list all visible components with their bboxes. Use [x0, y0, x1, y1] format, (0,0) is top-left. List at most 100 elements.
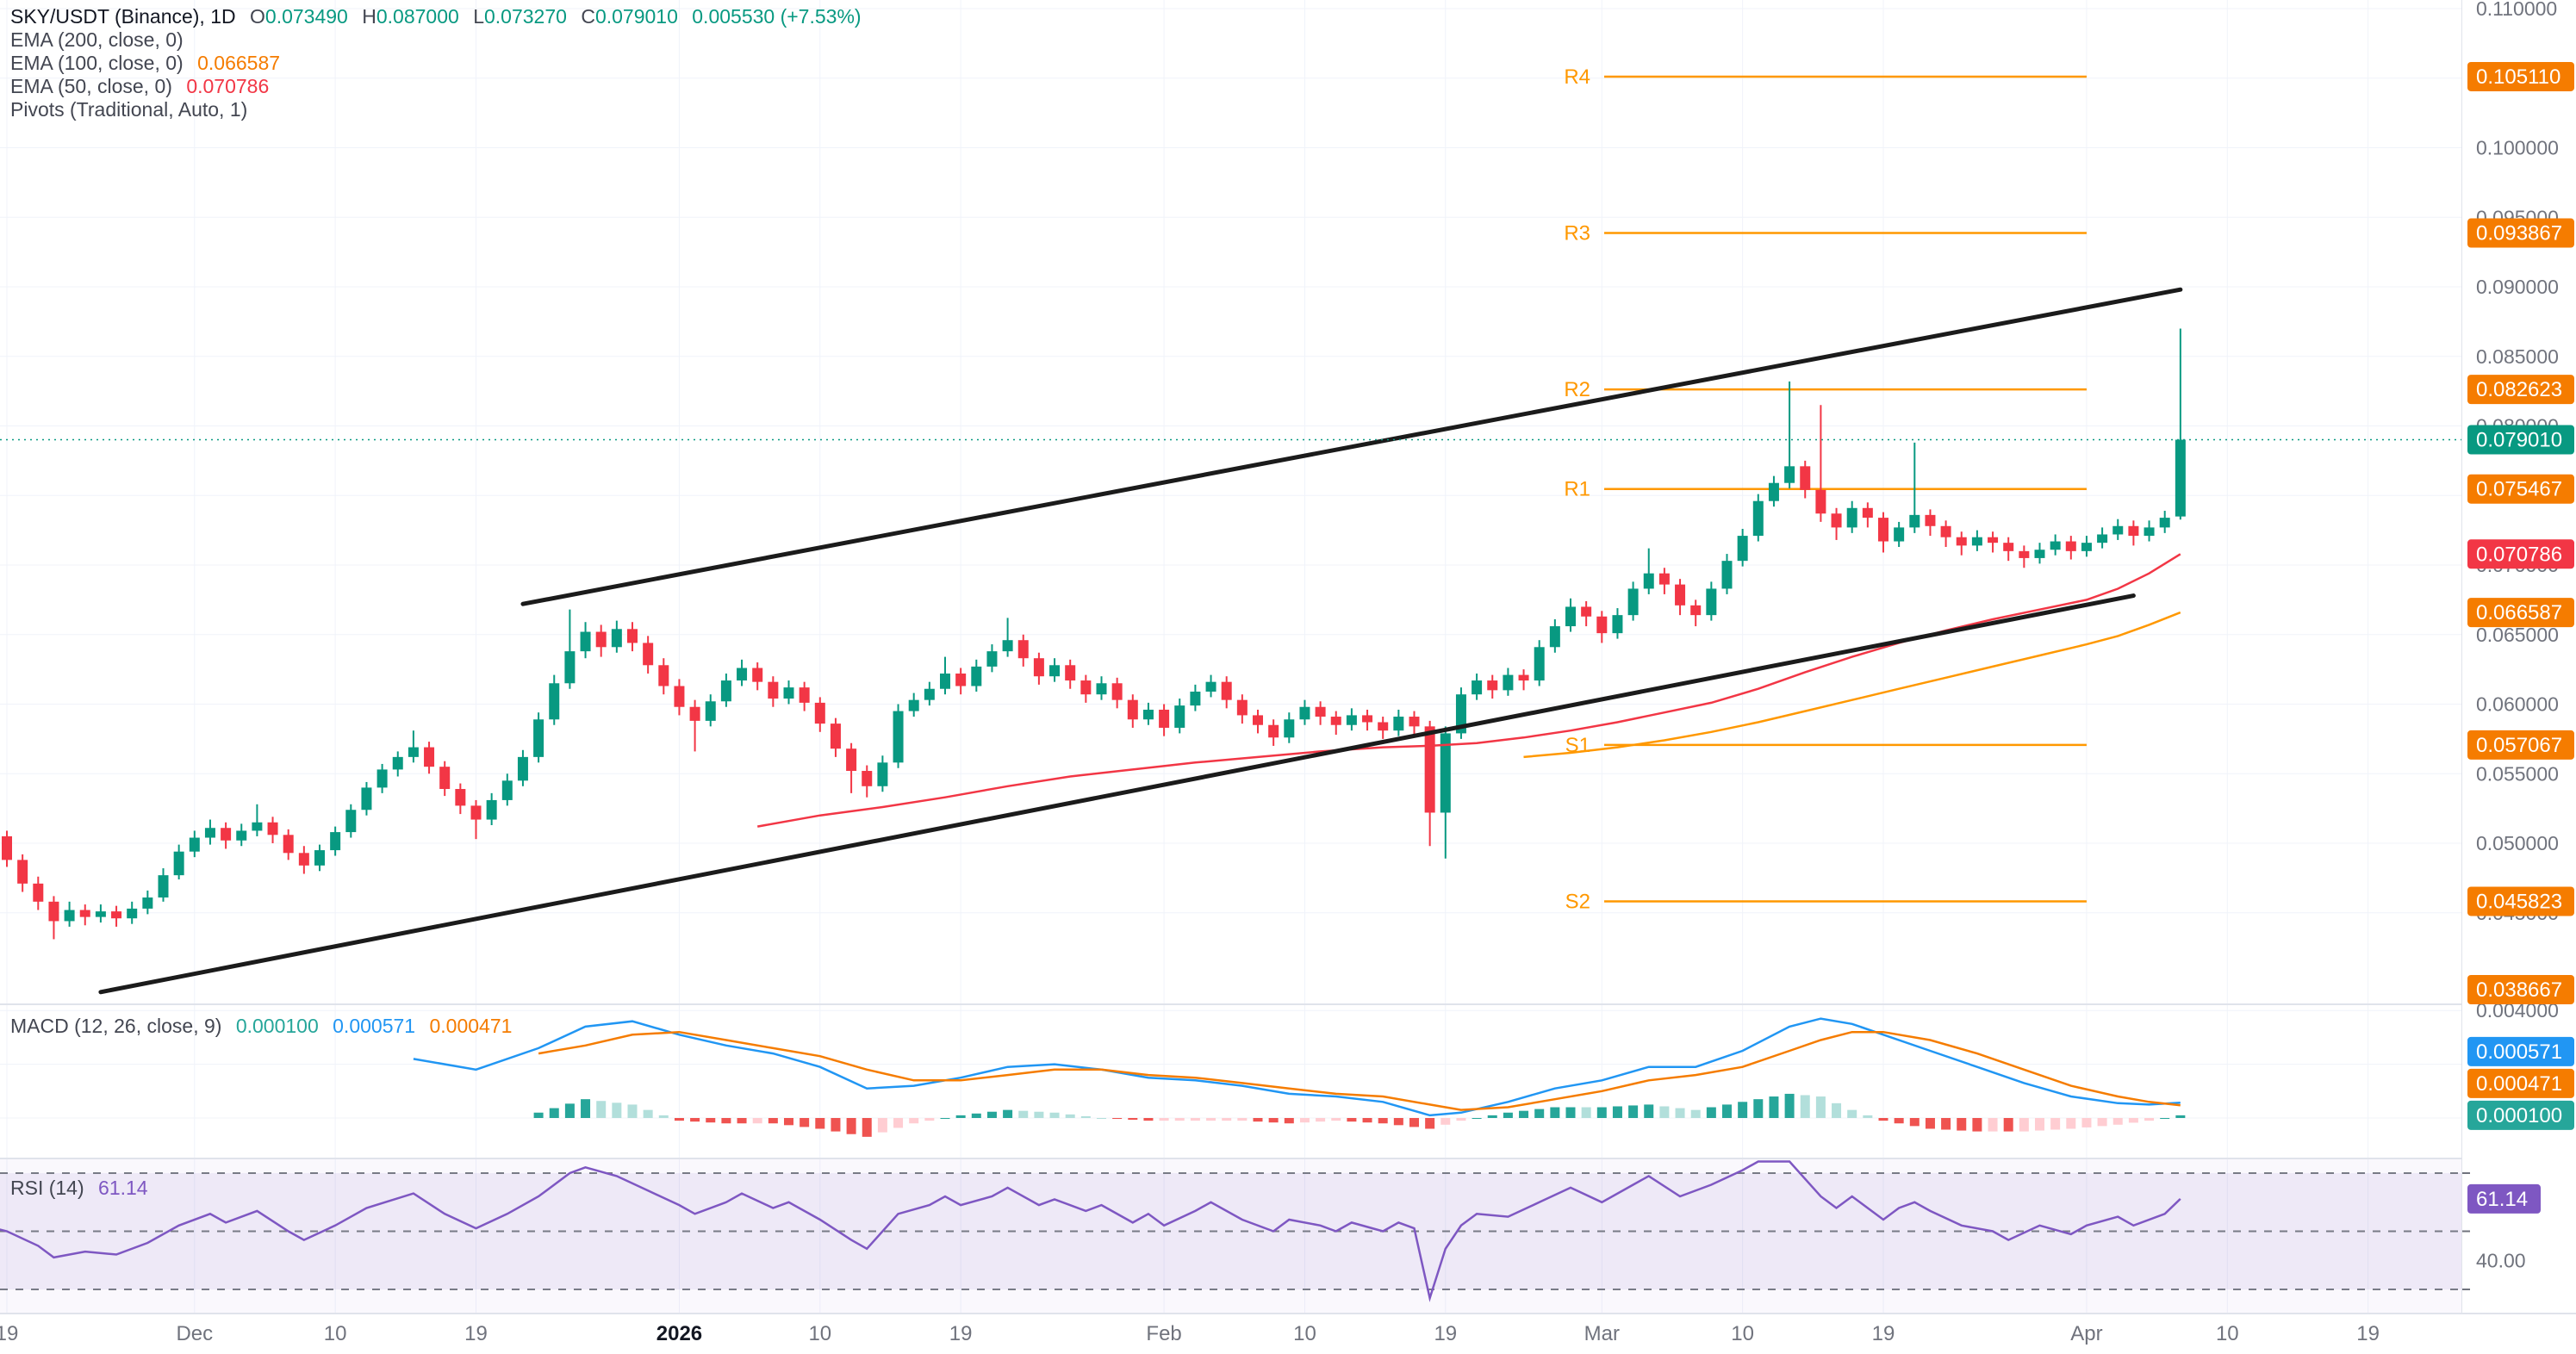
price-scale-badge	[2467, 218, 2574, 248]
ema50-title[interactable]: EMA (50, close, 0)	[10, 75, 172, 97]
macd-histogram-bar	[815, 1118, 825, 1129]
macd-histogram-bar	[1988, 1118, 1998, 1132]
macd-histogram-bar	[1565, 1107, 1576, 1118]
candle-body	[1846, 507, 1857, 528]
candle-body	[1971, 537, 1982, 546]
high-label: H	[362, 5, 376, 28]
pivots-title[interactable]: Pivots (Traditional, Auto, 1)	[10, 98, 248, 121]
rsi-scale-badge	[2467, 1183, 2541, 1214]
rsi-scale-badge-text: 61.14	[2476, 1188, 2528, 1211]
pivot-label-s2: S2	[1565, 890, 1590, 913]
ema50-legend-row[interactable]: EMA (50, close, 0) 0.070786	[10, 75, 862, 98]
candle-body	[783, 687, 794, 699]
rsi-title[interactable]: RSI (14)	[10, 1177, 84, 1199]
candle-body	[1299, 706, 1310, 720]
macd-legend-row[interactable]: MACD (12, 26, close, 9) 0.000100 0.00057…	[10, 1015, 512, 1038]
candle-body	[1612, 615, 1623, 634]
rsi-tick-label: 40.00	[2476, 1249, 2526, 1271]
candle-body	[1894, 527, 1905, 542]
candle-body	[267, 822, 278, 835]
time-axis-label: 10	[1293, 1322, 1316, 1345]
candle-body	[2159, 518, 2170, 528]
candle-body	[564, 651, 576, 684]
macd-histogram-bar	[1284, 1118, 1294, 1124]
candle-body	[1675, 584, 1686, 606]
candle-body	[1455, 694, 1466, 734]
macd-scale-badge	[2467, 1100, 2574, 1130]
price-scale-badge-text: 0.066587	[2476, 601, 2562, 624]
ema200-title[interactable]: EMA (200, close, 0)	[10, 28, 184, 51]
macd-histogram-bar	[1440, 1118, 1451, 1125]
candle-body	[1378, 722, 1389, 731]
candle-body	[893, 711, 904, 763]
time-axis-background[interactable]	[0, 1314, 2576, 1354]
candle-body	[2065, 541, 2076, 551]
macd-histogram-bar	[2081, 1118, 2092, 1127]
macd-histogram-bar	[2003, 1118, 2013, 1132]
time-axis-label: 10	[2216, 1322, 2239, 1345]
candle-body	[142, 897, 153, 909]
time-axis-label: 10	[324, 1322, 347, 1345]
candle-body	[330, 832, 341, 851]
candle-body	[1862, 507, 1873, 519]
candle-body	[1049, 665, 1061, 677]
symbol-legend-row[interactable]: SKY/USDT (Binance), 1D O0.073490 H0.0870…	[10, 5, 862, 28]
candle-body	[1017, 640, 1029, 659]
macd-histogram-bar	[1519, 1110, 1529, 1118]
price-scale-badge	[2467, 886, 2574, 916]
candle-body	[1909, 514, 1920, 528]
macd-histogram-bar	[1049, 1112, 1060, 1118]
lower-channel-trendline[interactable]	[98, 593, 2136, 995]
macd-histogram-bar	[1550, 1107, 1560, 1118]
macd-histogram-bar	[1972, 1118, 1982, 1132]
overlays-layer	[0, 287, 2462, 995]
price-scale-badge-text: 0.105110	[2476, 65, 2560, 89]
candle-body	[1393, 717, 1404, 731]
macd-scale-badge	[2467, 1036, 2574, 1066]
candle-body	[814, 702, 825, 724]
macd-histogram-bar	[1706, 1107, 1716, 1118]
ema200-legend-row[interactable]: EMA (200, close, 0)	[10, 28, 862, 52]
candle-body	[2175, 439, 2186, 517]
candle-body	[1596, 616, 1608, 634]
candle-body	[1033, 658, 1044, 677]
candle-body	[627, 629, 638, 643]
rsi-legend-row[interactable]: RSI (14) 61.14	[10, 1177, 148, 1200]
macd-histogram-bar	[1409, 1118, 1419, 1127]
candle-body	[189, 837, 200, 852]
ema100-title[interactable]: EMA (100, close, 0)	[10, 52, 184, 74]
macd-histogram-bar	[1003, 1109, 1013, 1118]
macd-histogram-bar	[1847, 1109, 1857, 1118]
time-axis-label: Feb	[1146, 1322, 1181, 1345]
macd-histogram-bar	[1425, 1118, 1435, 1129]
macd-pane[interactable]	[413, 1017, 2186, 1137]
macd-histogram-bar	[1456, 1118, 1466, 1121]
candle-body	[1362, 715, 1373, 723]
time-axis[interactable]: 19 Dec 10 19 2026 10 19 Feb 10 19 Mar 10 19 Apr 10 19	[0, 1313, 2576, 1354]
macd-histogram-bar	[831, 1118, 841, 1132]
macd-title[interactable]: MACD (12, 26, close, 9)	[10, 1015, 222, 1037]
macd-histogram-bar	[1925, 1118, 1935, 1129]
candle-body	[862, 771, 873, 786]
candle-body	[1127, 699, 1138, 720]
macd-histogram-bar	[1112, 1118, 1123, 1120]
open-label: O	[250, 5, 265, 28]
candle-body	[1925, 514, 1936, 526]
price-scale-badge-text: 0.045823	[2476, 890, 2562, 913]
macd-histogram-bar	[784, 1118, 793, 1126]
candle-body	[2019, 550, 2030, 558]
price-scale[interactable]: 0.1100000.1050000.1000000.0950000.090000…	[2462, 0, 2576, 1314]
rsi-pane[interactable]	[0, 1160, 2181, 1302]
candle-body	[752, 668, 763, 682]
symbol-title[interactable]: SKY/USDT (Binance), 1D	[10, 5, 236, 28]
macd-histogram-bar	[893, 1118, 904, 1128]
upper-channel-trendline[interactable]	[520, 287, 2183, 606]
time-axis-label: Apr	[2070, 1322, 2102, 1345]
price-tick-label: 0.055000	[2476, 762, 2559, 785]
pivots-legend-row[interactable]: Pivots (Traditional, Auto, 1)	[10, 98, 862, 121]
ema100-legend-row[interactable]: EMA (100, close, 0) 0.066587	[10, 52, 862, 75]
candle-body	[408, 747, 419, 757]
candle-body	[1503, 674, 1514, 691]
rsi-line	[0, 1160, 2181, 1302]
